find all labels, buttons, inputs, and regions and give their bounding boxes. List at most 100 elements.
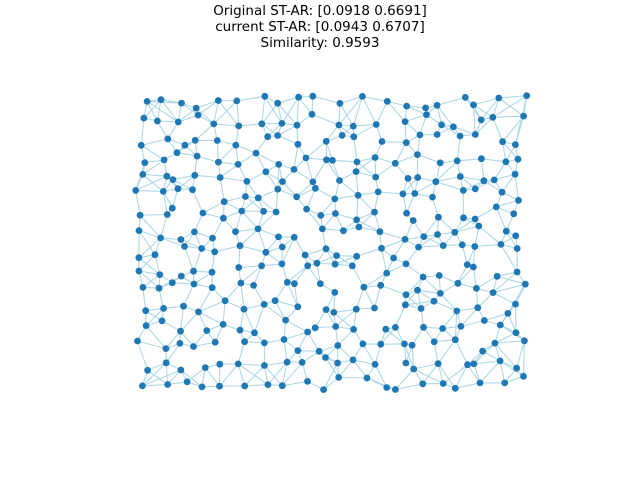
graph-edge — [261, 96, 266, 124]
graph-node — [295, 93, 302, 101]
graph-edge — [138, 270, 160, 276]
graph-node — [417, 305, 425, 312]
graph-node — [349, 122, 357, 130]
graph-edge — [335, 308, 357, 327]
graph-node — [304, 262, 312, 270]
graph-edge — [281, 362, 303, 387]
graph-node — [280, 336, 288, 343]
graph-node — [403, 102, 411, 110]
graph-edge — [483, 180, 503, 193]
graph-node — [309, 92, 317, 100]
graph-edge — [406, 193, 416, 214]
graph-node — [414, 286, 421, 294]
graph-node — [254, 225, 262, 233]
graph-node — [433, 101, 441, 109]
graph-edge — [244, 384, 268, 387]
graph-node — [331, 289, 339, 296]
graph-edge — [212, 217, 224, 239]
graph-node — [211, 248, 219, 256]
graph-node — [436, 159, 444, 167]
graph-edge — [267, 361, 288, 385]
graph-edge — [442, 310, 458, 329]
graph-node — [164, 381, 172, 388]
graph-node — [438, 121, 445, 129]
graph-node — [195, 308, 202, 316]
graph-node — [139, 382, 146, 390]
graph-node — [372, 173, 380, 181]
graph-edge — [213, 100, 238, 125]
graph-edge — [484, 312, 509, 322]
graph-edge — [441, 124, 461, 137]
graph-node — [401, 236, 409, 243]
graph-node — [254, 194, 262, 202]
graph-edge — [145, 325, 167, 349]
graph-node — [274, 185, 282, 193]
graph-node — [198, 245, 206, 252]
graph-node — [304, 378, 311, 385]
graph-node — [169, 176, 177, 184]
graph-node — [334, 359, 341, 367]
graph-node — [404, 175, 412, 182]
graph-edge — [237, 363, 246, 387]
graph-node — [363, 374, 371, 382]
graph-edge — [315, 187, 336, 200]
graph-edge — [304, 248, 327, 256]
graph-edge — [339, 180, 359, 196]
graph-node — [419, 273, 427, 281]
graph-edge — [514, 115, 525, 145]
graph-edge — [296, 181, 314, 198]
graph-edge — [457, 158, 482, 162]
graph-node — [353, 252, 361, 260]
graph-node — [435, 272, 443, 279]
graph-node — [477, 116, 485, 124]
graph-edge — [500, 244, 518, 273]
graph-node — [294, 347, 302, 354]
graph-node — [215, 158, 222, 166]
graph-edge — [234, 210, 243, 232]
graph-edge — [405, 246, 419, 265]
graph-node — [457, 323, 465, 330]
graph-edge — [337, 329, 354, 346]
graph-edge — [375, 101, 388, 125]
graph-node — [499, 138, 506, 146]
graph-edge — [499, 360, 506, 384]
graph-edge — [161, 320, 181, 332]
graph-edge — [277, 96, 299, 104]
graph-node — [194, 111, 202, 119]
graph-edge — [437, 363, 456, 389]
graph-edge — [411, 327, 424, 346]
graph-node — [208, 284, 216, 292]
graph-node — [402, 139, 410, 147]
graph-edge — [305, 157, 327, 161]
graph-edge — [492, 115, 524, 118]
graph-node — [382, 325, 390, 333]
graph-edge — [419, 114, 428, 136]
graph-node — [374, 188, 382, 196]
graph-node — [134, 337, 141, 345]
graph-node — [308, 110, 316, 118]
graph-edge — [204, 367, 220, 387]
graph-node — [242, 193, 249, 200]
graph-node — [348, 262, 356, 270]
graph-node — [156, 271, 164, 278]
graph-edge — [142, 369, 182, 387]
graph-edge — [395, 383, 423, 391]
graph-edge — [305, 140, 327, 159]
graph-edge — [316, 255, 337, 264]
graph-node — [264, 133, 272, 141]
graph-edge — [296, 187, 316, 198]
graph-edge — [180, 311, 199, 332]
graph-edge — [165, 362, 169, 385]
graph-edge — [474, 225, 480, 247]
graph-edge — [502, 115, 525, 143]
graph-edge — [311, 113, 340, 126]
graph-edge — [394, 142, 407, 164]
graph-node — [471, 215, 479, 223]
graph-node — [234, 161, 242, 168]
graph-edge — [196, 99, 219, 109]
graph-node — [471, 243, 479, 250]
graph-node — [293, 121, 301, 129]
graph-edge — [435, 181, 464, 191]
graph-edge — [436, 96, 466, 106]
